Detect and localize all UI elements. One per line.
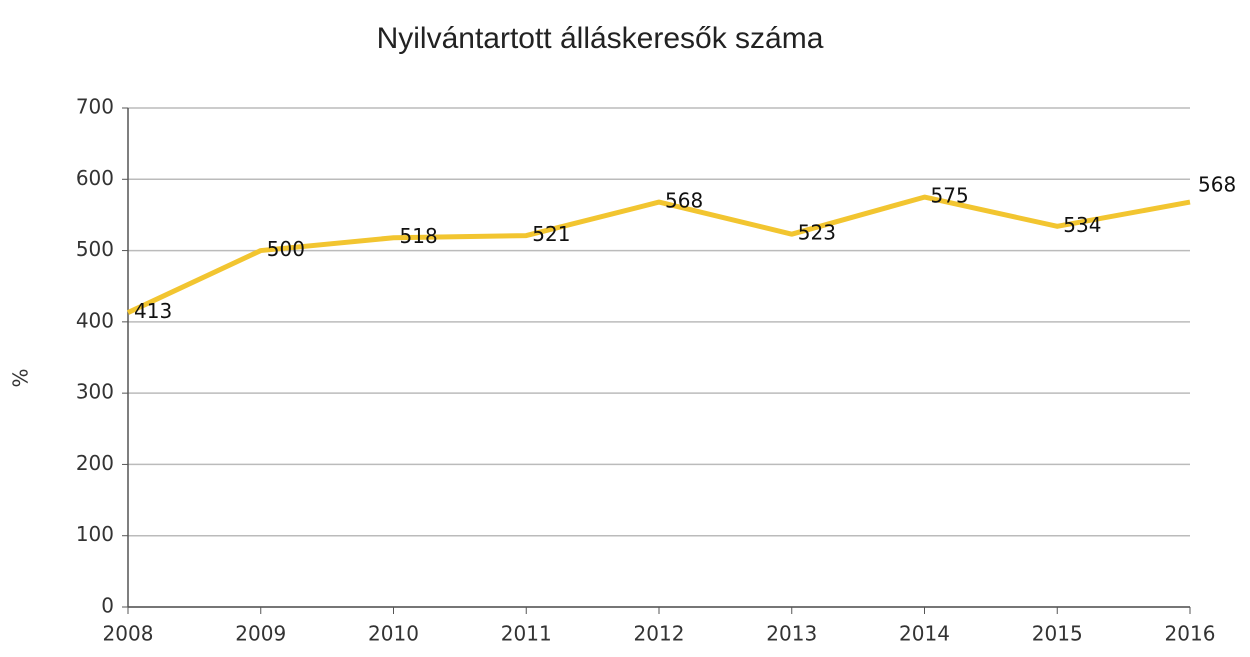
- y-axis-label: %: [9, 368, 33, 387]
- y-tick-label: 400: [76, 308, 114, 332]
- x-tick-label: 2008: [103, 622, 154, 646]
- y-tick-label: 600: [76, 166, 114, 190]
- x-tick-label: 2012: [634, 622, 685, 646]
- y-tick-label: 200: [76, 451, 114, 475]
- data-label: 521: [532, 222, 570, 246]
- x-tick-label: 2011: [501, 622, 552, 646]
- data-label: 518: [400, 224, 438, 248]
- data-label: 413: [134, 299, 172, 323]
- data-label: 575: [931, 184, 969, 208]
- data-label: 534: [1063, 213, 1101, 237]
- chart-title: Nyilvántartott álláskeresők száma: [377, 22, 824, 55]
- y-tick-label: 0: [101, 594, 114, 618]
- data-label: 523: [798, 221, 836, 245]
- y-tick-label: 500: [76, 237, 114, 261]
- data-label: 568: [665, 189, 703, 213]
- data-line: [126, 194, 1191, 315]
- y-tick-label: 300: [76, 380, 114, 404]
- x-tick-label: 2013: [766, 622, 817, 646]
- x-tick-label: 2015: [1032, 622, 1083, 646]
- x-tick-label: 2016: [1165, 622, 1216, 646]
- y-tick-label: 100: [76, 522, 114, 546]
- data-label: 568: [1198, 173, 1236, 197]
- x-tick-label: 2010: [368, 622, 419, 646]
- x-tick-label: 2014: [899, 622, 950, 646]
- data-label: 500: [267, 237, 305, 261]
- x-tick-label: 2009: [235, 622, 286, 646]
- y-tick-label: 700: [76, 95, 114, 119]
